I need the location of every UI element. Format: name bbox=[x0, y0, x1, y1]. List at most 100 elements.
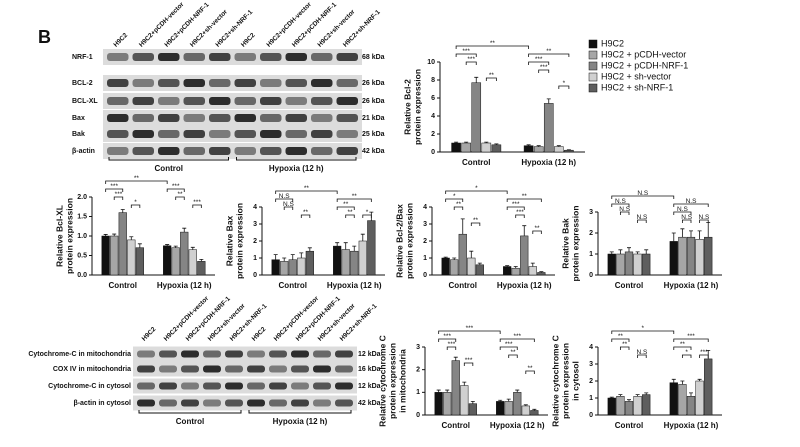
x-tick-label: Hypoxia (12 h) bbox=[157, 281, 212, 290]
y-tick-label: 0 bbox=[589, 412, 593, 419]
significance-label: *** bbox=[462, 48, 470, 55]
blot-band bbox=[247, 365, 265, 373]
significance-label: ** bbox=[680, 341, 686, 348]
bar bbox=[280, 261, 289, 276]
error-bar bbox=[515, 389, 520, 393]
bar bbox=[511, 267, 520, 276]
blot-band bbox=[209, 130, 231, 138]
blot-band bbox=[132, 53, 154, 61]
bar bbox=[642, 394, 651, 416]
legend-swatch bbox=[588, 72, 598, 82]
error-bar bbox=[462, 381, 467, 386]
blot-band bbox=[269, 382, 287, 390]
blot-band bbox=[313, 399, 331, 407]
blot-band bbox=[313, 365, 331, 373]
significance-bracket bbox=[113, 196, 124, 200]
bar bbox=[686, 236, 696, 276]
row-label: Bax bbox=[72, 115, 85, 122]
error-bar bbox=[697, 378, 702, 381]
error-bar bbox=[453, 356, 458, 361]
y-axis-label: Relative cytochrome C bbox=[550, 335, 560, 427]
significance-bracket bbox=[499, 338, 535, 342]
significance-label: N.S bbox=[636, 214, 648, 221]
blot-band bbox=[225, 382, 243, 390]
x-tick-label: Hypoxia (12 h) bbox=[490, 421, 545, 430]
significance-label: ** bbox=[134, 175, 140, 182]
y-axis-label: in mitochondria bbox=[397, 349, 407, 413]
significance-bracket bbox=[681, 219, 692, 223]
blot-band bbox=[107, 53, 129, 61]
blot-band bbox=[247, 399, 265, 407]
blot-band bbox=[285, 114, 307, 122]
bar bbox=[458, 233, 467, 276]
error-bar bbox=[627, 399, 631, 402]
blot-band bbox=[313, 350, 331, 358]
error-bar bbox=[182, 227, 187, 233]
error-bar bbox=[498, 399, 503, 402]
blot-band bbox=[132, 97, 154, 105]
blot-band bbox=[159, 365, 177, 373]
blot-band bbox=[234, 114, 256, 122]
kda-label: 26 kDa bbox=[362, 80, 385, 87]
blot-band bbox=[291, 350, 309, 358]
error-bar bbox=[609, 251, 614, 254]
y-tick-label: 3 bbox=[416, 344, 420, 351]
significance-label: ** bbox=[490, 40, 496, 47]
y-tick-label: 2 bbox=[589, 230, 593, 237]
significance-bracket bbox=[525, 370, 535, 374]
y-axis-label: Relative Bax bbox=[224, 215, 234, 266]
significance-label: ** bbox=[622, 341, 628, 348]
group-label: Hypoxia (12 h) bbox=[273, 417, 328, 426]
significance-label: *** bbox=[535, 56, 543, 63]
error-bar bbox=[671, 232, 676, 242]
bar bbox=[633, 396, 642, 416]
x-tick-label: Control bbox=[109, 281, 137, 290]
blot-band bbox=[183, 53, 205, 61]
error-bar bbox=[460, 218, 465, 235]
significance-label: *** bbox=[448, 341, 456, 348]
bar bbox=[188, 249, 197, 276]
significance-bracket bbox=[438, 330, 501, 334]
bar bbox=[358, 240, 367, 276]
y-axis-label: Relative Bcl-2 bbox=[402, 79, 412, 135]
bar bbox=[461, 142, 471, 153]
blot-band bbox=[107, 114, 129, 122]
significance-label: *** bbox=[516, 209, 524, 216]
kda-label: 42 kDa bbox=[358, 400, 381, 407]
significance-label: N.S bbox=[698, 214, 710, 221]
error-bar bbox=[523, 404, 528, 406]
significance-label: ** bbox=[347, 209, 353, 216]
bar bbox=[607, 253, 616, 276]
blot-band bbox=[183, 79, 205, 87]
blot-band bbox=[203, 399, 221, 407]
significance-bracket bbox=[455, 45, 530, 49]
error-bar bbox=[644, 392, 649, 395]
group-bracket bbox=[248, 410, 352, 414]
significance-label: N.S bbox=[279, 193, 291, 200]
blot-band bbox=[158, 130, 180, 138]
significance-bracket bbox=[446, 346, 457, 350]
kda-label: 16 kDa bbox=[358, 366, 381, 373]
blot-band bbox=[291, 382, 309, 390]
error-bar bbox=[282, 257, 287, 262]
legend-label: H9C2 + pCDH-NRF-1 bbox=[601, 60, 688, 70]
group-bracket bbox=[108, 157, 229, 161]
significance-bracket bbox=[508, 354, 518, 358]
bar bbox=[533, 146, 544, 153]
error-bar bbox=[680, 380, 685, 385]
blot-band bbox=[132, 114, 154, 122]
significance-label: *** bbox=[540, 64, 548, 71]
significance-bracket bbox=[192, 204, 202, 208]
significance-bracket bbox=[558, 85, 570, 89]
significance-bracket bbox=[275, 190, 338, 194]
bar bbox=[481, 142, 492, 153]
error-bar bbox=[454, 141, 459, 143]
blot-band bbox=[132, 147, 154, 155]
error-bar bbox=[532, 408, 537, 411]
blot-band bbox=[203, 382, 221, 390]
x-tick-label: Hypoxia (12 h) bbox=[327, 281, 382, 290]
blot-band bbox=[209, 147, 231, 155]
error-bar bbox=[436, 389, 441, 393]
bar bbox=[171, 247, 180, 276]
